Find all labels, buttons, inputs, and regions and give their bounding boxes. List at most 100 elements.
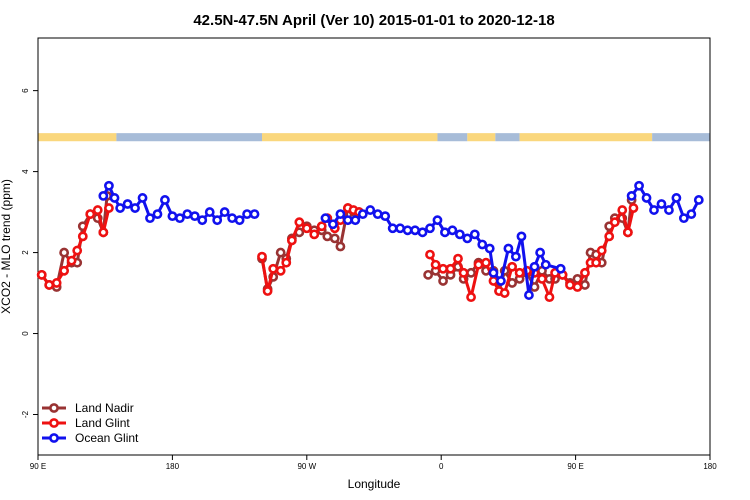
data-point (634, 180, 644, 191)
data-point (473, 259, 484, 270)
data-point (544, 292, 555, 303)
data-point (425, 223, 435, 234)
y-tick-label: 0 (21, 331, 30, 336)
data-point (59, 265, 70, 276)
data-point (510, 251, 521, 262)
data-point (466, 292, 476, 303)
data-point (234, 215, 245, 226)
data-point (219, 207, 230, 217)
data-point (36, 269, 47, 280)
data-point (469, 229, 480, 240)
data-point (537, 273, 547, 284)
data-point (417, 227, 428, 238)
x-tick-label: 90 E (30, 462, 46, 471)
data-point (372, 209, 383, 220)
data-point (98, 190, 109, 201)
data-point (425, 249, 435, 260)
data-point (580, 280, 590, 290)
data-point (365, 205, 376, 215)
legend-item: Ocean Glint (42, 431, 139, 445)
data-point (137, 193, 148, 203)
data-point (454, 229, 465, 240)
legend-item: Land Glint (42, 416, 130, 430)
data-point (66, 255, 77, 266)
data-point (466, 267, 476, 278)
data-point (197, 215, 208, 226)
data-point (410, 225, 420, 236)
land-sea-band (38, 133, 710, 142)
data-point (430, 259, 441, 270)
data-point (626, 190, 637, 201)
data-point (540, 259, 551, 270)
data-point (604, 231, 615, 242)
data-point (395, 223, 406, 234)
band-segment-land (467, 133, 496, 142)
data-point (535, 247, 546, 258)
chart-title: 42.5N-47.5N April (Ver 10) 2015-01-01 to… (193, 12, 554, 29)
data-point (275, 247, 286, 258)
data-point (432, 215, 443, 226)
data-point (328, 219, 338, 230)
data-point (580, 267, 590, 278)
data-point (335, 241, 346, 252)
data-point (496, 276, 506, 286)
x-tick-label: 90 E (567, 462, 583, 471)
data-point (72, 245, 83, 256)
data-point (488, 267, 499, 278)
data-point (145, 213, 155, 224)
data-point (447, 225, 458, 236)
data-point (104, 180, 114, 191)
data-point (628, 203, 639, 213)
x-tick-label: 180 (703, 462, 717, 471)
data-point (591, 257, 602, 268)
x-tick-label: 90 W (297, 462, 316, 471)
data-point (281, 257, 292, 268)
data-point (316, 221, 327, 232)
data-point (565, 280, 575, 290)
series-ocean-glint (98, 180, 704, 300)
data-point (320, 213, 331, 224)
data-point (294, 217, 305, 228)
data-point (402, 225, 413, 236)
data-point (438, 276, 448, 286)
legend-marker (49, 433, 59, 443)
series-layer (36, 180, 704, 303)
data-point (309, 229, 320, 240)
data-point (641, 193, 652, 203)
data-point (477, 239, 488, 250)
y-tick-label: 6 (21, 88, 30, 93)
data-point (167, 211, 178, 222)
data-point (257, 251, 267, 262)
data-point (503, 243, 514, 254)
data-point (301, 223, 312, 234)
legend-label: Ocean Glint (75, 431, 139, 445)
series-line (427, 199, 634, 293)
data-point (462, 233, 473, 244)
data-point (481, 257, 491, 268)
data-point (130, 203, 140, 213)
y-axis-label: XCO2 - MLO trend (ppm) (0, 179, 13, 314)
data-point (440, 227, 450, 238)
data-point (242, 209, 252, 220)
data-point (516, 231, 527, 242)
data-point (423, 269, 434, 280)
data-point (204, 207, 215, 217)
data-point (174, 213, 185, 224)
band-segment-ocean (652, 133, 710, 142)
data-point (499, 288, 510, 298)
x-tick-label: 0 (439, 462, 444, 471)
data-point (488, 276, 499, 286)
data-point (342, 215, 353, 226)
data-point (249, 209, 260, 220)
data-point (85, 209, 96, 220)
data-point (649, 205, 659, 215)
data-point (122, 199, 133, 209)
plot-frame (37, 37, 711, 456)
y-tick-label: 2 (21, 250, 30, 255)
data-point (98, 227, 109, 238)
data-point (617, 205, 628, 215)
data-point (212, 215, 223, 226)
data-point (350, 215, 361, 226)
data-point (262, 286, 273, 296)
